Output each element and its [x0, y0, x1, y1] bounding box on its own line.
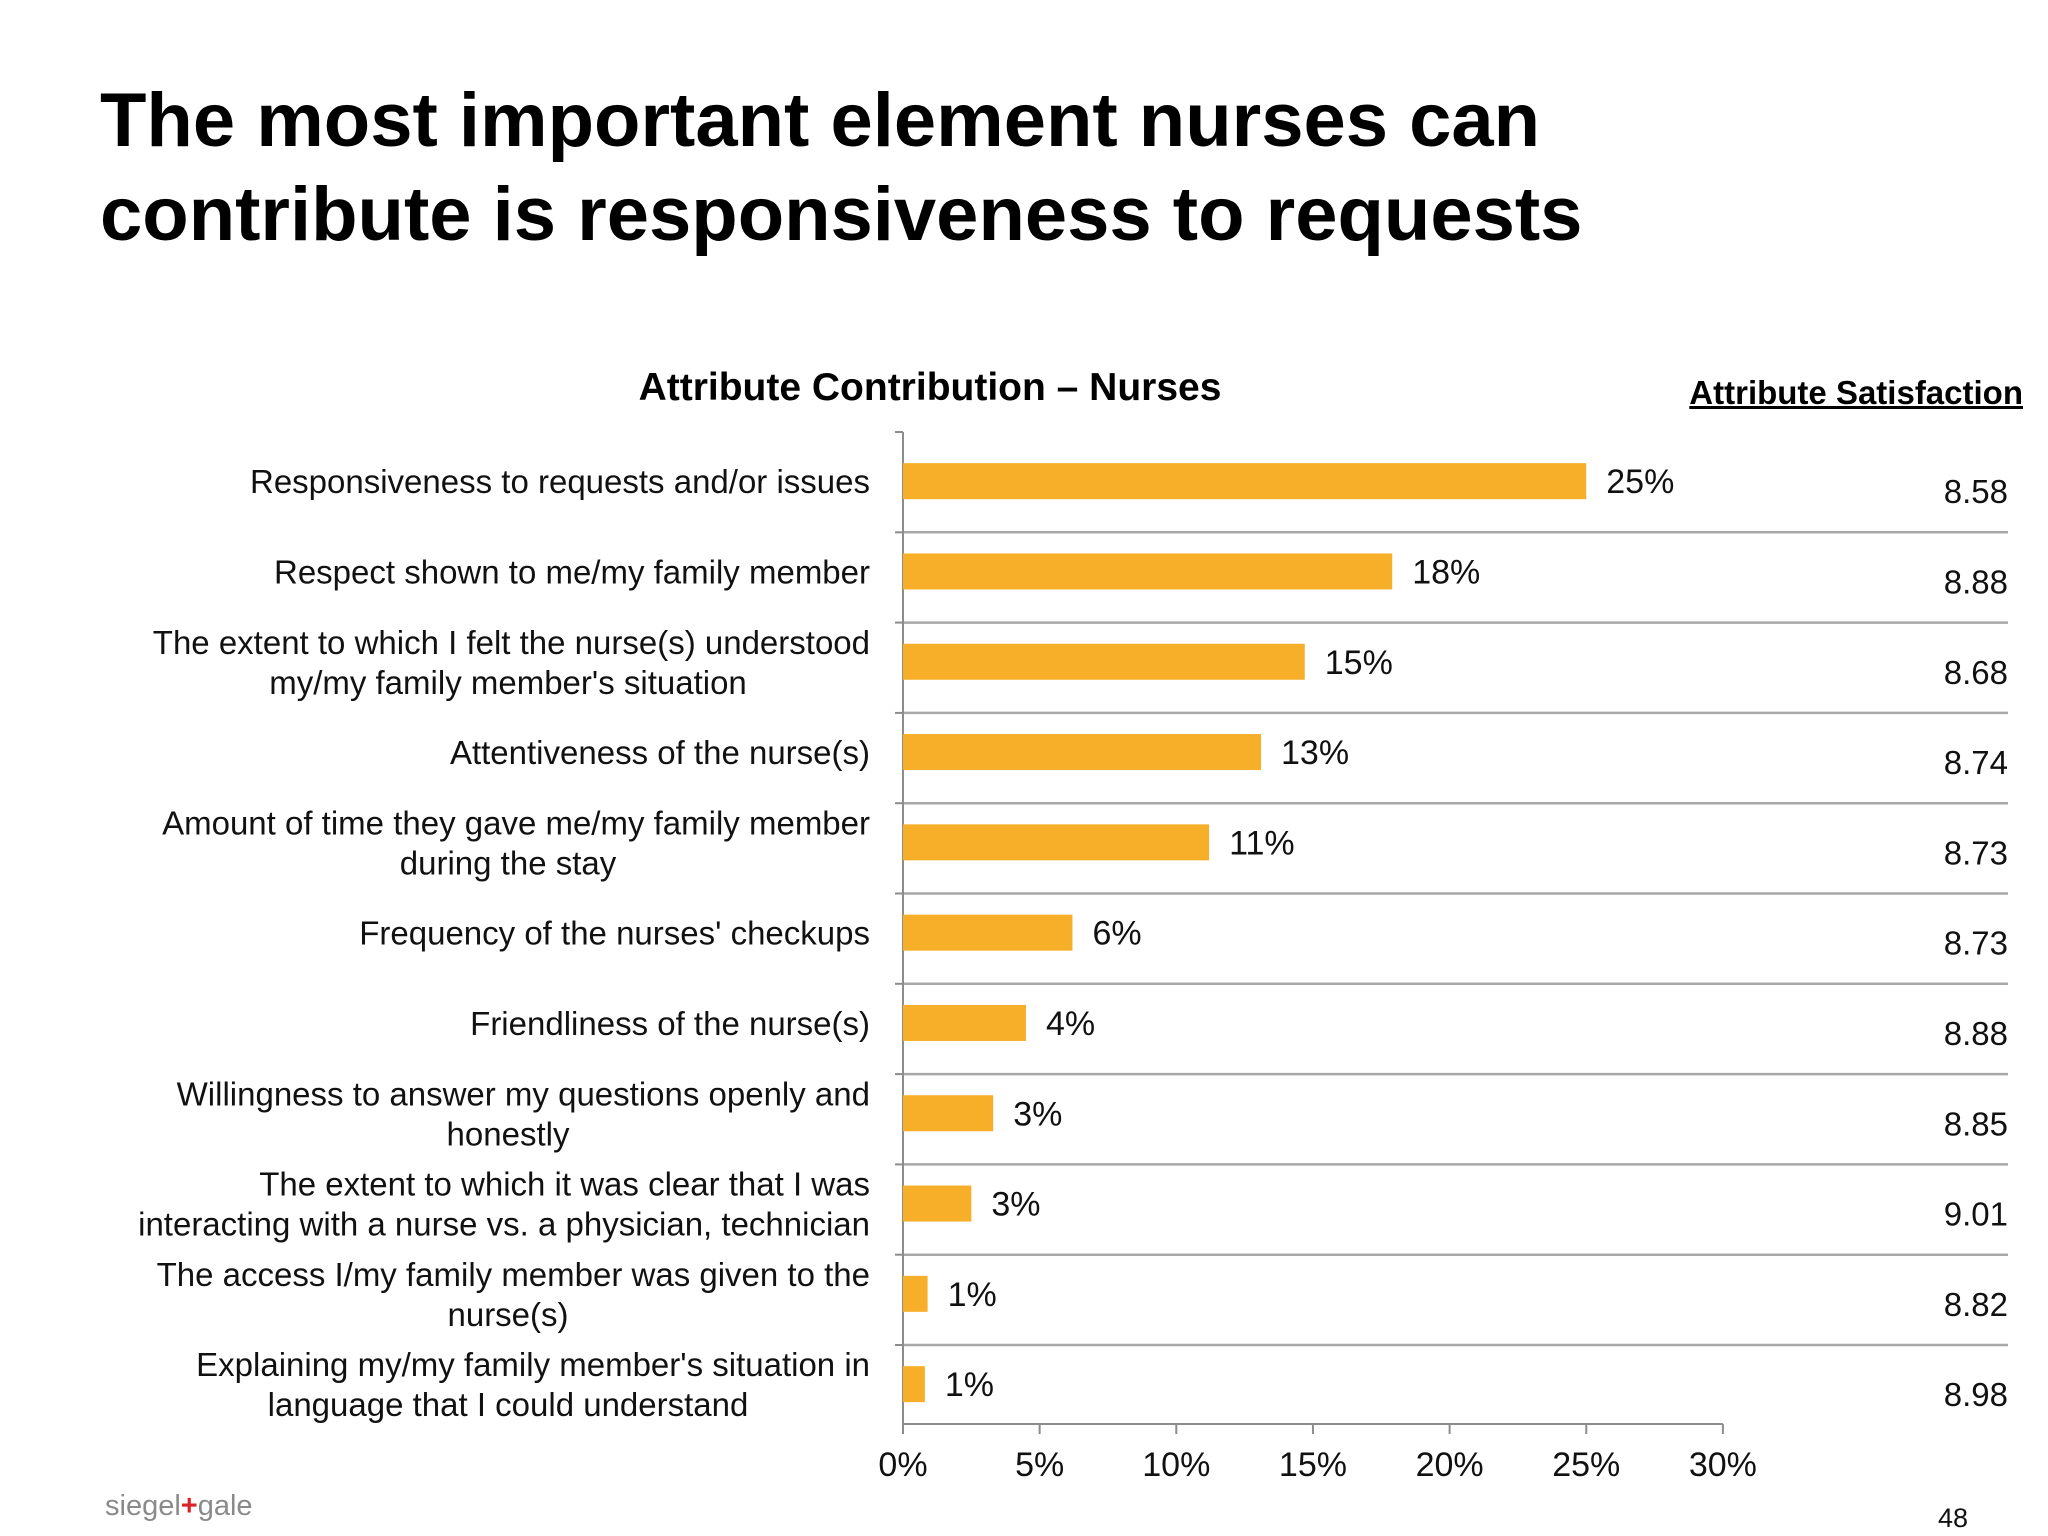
data-label: 4% — [1046, 1005, 1095, 1043]
slide-title: The most important element nurses can co… — [100, 74, 1850, 262]
x-tick-label: 30% — [1689, 1446, 1757, 1484]
data-label: 25% — [1606, 463, 1674, 501]
category-label: Attentiveness of the nurse(s) — [450, 734, 870, 771]
x-tick-label: 5% — [1015, 1446, 1064, 1484]
page-number: 48 — [1937, 1503, 1968, 1533]
category-label: interacting with a nurse vs. a physician… — [138, 1206, 870, 1243]
satisfaction-value: 8.74 — [1944, 744, 2008, 781]
x-tick-label: 25% — [1552, 1446, 1620, 1484]
satisfaction-value: 8.85 — [1944, 1105, 2008, 1142]
data-label: 18% — [1412, 553, 1480, 591]
satisfaction-value: 8.98 — [1944, 1376, 2008, 1413]
data-label: 3% — [991, 1186, 1040, 1224]
bar — [903, 463, 1587, 500]
category-label: Frequency of the nurses' checkups — [359, 915, 870, 952]
satisfaction-value: 8.73 — [1944, 925, 2008, 962]
slide-title-line-2: contribute is responsiveness to requests — [100, 172, 1583, 257]
x-tick-label: 20% — [1416, 1446, 1484, 1484]
bar — [903, 643, 1305, 680]
satisfaction-value: 8.82 — [1944, 1286, 2008, 1323]
category-label: Responsiveness to requests and/or issues — [250, 463, 870, 500]
bar — [903, 1366, 925, 1403]
category-label: Friendliness of the nurse(s) — [470, 1005, 870, 1042]
category-label: Explaining my/my family member's situati… — [196, 1346, 870, 1383]
category-label: during the stay — [400, 844, 617, 881]
category-label: The access I/my family member was given … — [157, 1256, 870, 1293]
satisfaction-value: 9.01 — [1944, 1196, 2008, 1233]
data-label: 1% — [948, 1276, 997, 1314]
category-label: Willingness to answer my questions openl… — [177, 1075, 870, 1112]
bar — [903, 1275, 928, 1312]
data-label: 1% — [945, 1366, 994, 1404]
category-label: The extent to which it was clear that I … — [259, 1166, 870, 1203]
x-tick-label: 15% — [1279, 1446, 1347, 1484]
bar — [903, 1185, 972, 1222]
data-label: 11% — [1229, 824, 1295, 862]
chart-title: Attribute Contribution – Nurses — [638, 366, 1222, 409]
data-label: 13% — [1281, 734, 1349, 772]
logo-text-left: siegel — [105, 1490, 181, 1522]
category-label: Amount of time they gave me/my family me… — [162, 804, 870, 841]
bar — [903, 734, 1262, 771]
bar — [903, 1095, 994, 1132]
bar — [903, 824, 1210, 861]
category-label: Respect shown to me/my family member — [274, 553, 870, 590]
x-tick-label: 10% — [1142, 1446, 1210, 1484]
category-label: my/my family member's situation — [269, 664, 747, 701]
satisfaction-value: 8.58 — [1944, 473, 2008, 510]
data-label: 6% — [1092, 915, 1141, 953]
x-tick-label: 0% — [878, 1446, 927, 1484]
satisfaction-value: 8.88 — [1944, 563, 2008, 600]
category-label: honestly — [447, 1115, 570, 1152]
category-label: language that I could understand — [268, 1386, 749, 1423]
data-label: 15% — [1325, 644, 1393, 682]
satisfaction-value: 8.68 — [1944, 654, 2008, 691]
slide-title-line-1: The most important element nurses can — [100, 78, 1541, 163]
satisfaction-value: 8.88 — [1944, 1015, 2008, 1052]
category-label: The extent to which I felt the nurse(s) … — [153, 624, 870, 661]
category-label: nurse(s) — [447, 1296, 568, 1333]
bar — [903, 914, 1073, 951]
logo-plus: + — [180, 1490, 198, 1522]
data-label: 3% — [1013, 1095, 1062, 1133]
satisfaction-value: 8.73 — [1944, 834, 2008, 871]
logo-text-right: gale — [197, 1490, 253, 1522]
satisfaction-header: Attribute Satisfaction — [1689, 374, 2023, 411]
bar — [903, 1004, 1026, 1041]
bar — [903, 553, 1393, 590]
siegel-gale-logo: siegel+gale — [105, 1490, 253, 1523]
